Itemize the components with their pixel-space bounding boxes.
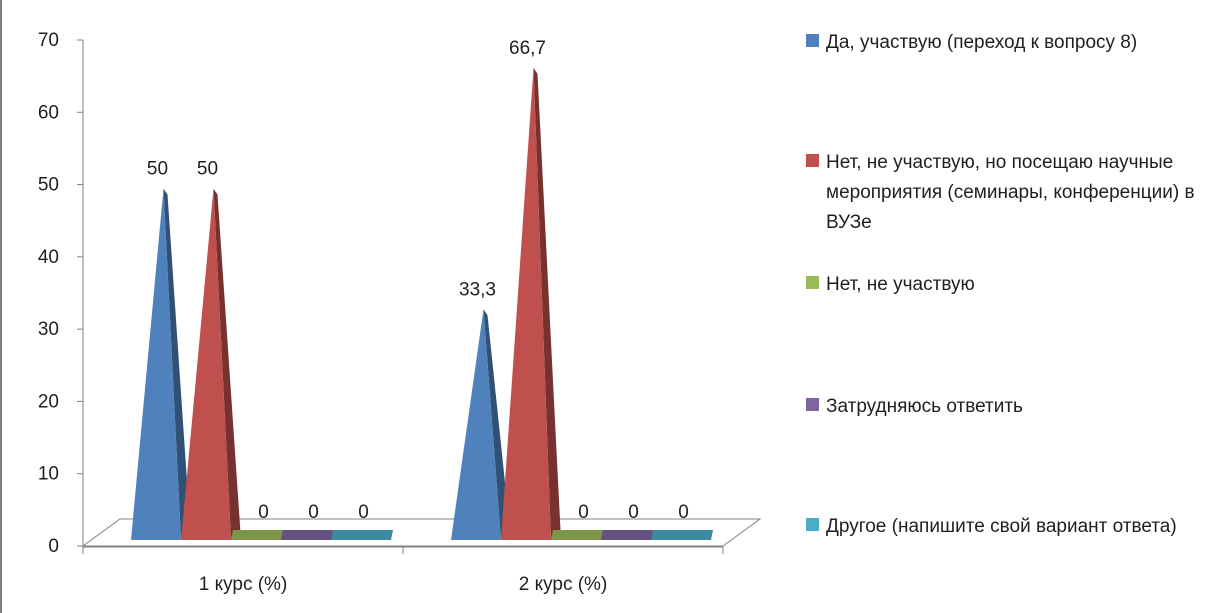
data-label: 0 — [578, 502, 589, 523]
y-tick-label: 0 — [48, 536, 59, 557]
cone-shadow-face — [163, 188, 191, 541]
y-tick-label: 40 — [38, 247, 59, 268]
legend-label-unsure: Затрудняюсь ответить — [826, 396, 1023, 417]
legend-swatch-other — [806, 518, 819, 531]
data-label: 0 — [628, 502, 639, 523]
cone-flat-slab — [601, 530, 663, 540]
data-label: 33,3 — [459, 279, 496, 300]
legend-swatch-attend — [806, 154, 819, 167]
legend-swatch-yes — [806, 34, 819, 47]
chart-floor — [81, 518, 762, 547]
cone-front-face — [131, 188, 181, 541]
axes: 0 10 20 30 40 50 60 70 1 курс (%) 2 курс (%) — [38, 30, 724, 595]
cone-shadow-face — [483, 309, 511, 540]
cone-flat-slab — [281, 530, 343, 540]
data-labels: 50 50 0 0 0 33,3 66,7 0 0 0 — [147, 38, 689, 523]
y-tick-label: 30 — [38, 319, 59, 340]
data-label: 66,7 — [509, 38, 546, 59]
y-tick-label: 60 — [38, 102, 59, 123]
cone-front-face — [501, 67, 551, 541]
y-tick-label: 10 — [38, 464, 59, 485]
data-label: 0 — [678, 502, 689, 523]
legend: Да, участвую (переход к вопросу 8) Нет, … — [806, 0, 1210, 613]
legend-swatch-unsure — [806, 398, 819, 411]
y-tick-label: 50 — [38, 175, 59, 196]
cones — [131, 67, 713, 541]
legend-label-no: Нет, не участвую — [826, 274, 975, 295]
x-category-label: 1 курс (%) — [199, 574, 288, 595]
legend-item-no: Нет, не участвую — [806, 270, 1206, 300]
y-tick-label: 70 — [38, 30, 59, 51]
cone-flat-slab — [231, 530, 293, 540]
legend-item-other: Другое (напишите свой вариант ответа) — [806, 512, 1206, 542]
cone-flat-slab — [331, 530, 393, 540]
cone-flat-slab — [551, 530, 613, 540]
legend-label-other: Другое (напишите свой вариант ответа) — [826, 516, 1177, 537]
cone-front-face — [181, 188, 231, 541]
cone-flat-slab — [651, 530, 713, 540]
legend-item-unsure: Затрудняюсь ответить — [806, 392, 1206, 422]
floor-plane — [81, 518, 762, 547]
cone-shadow-face — [533, 67, 561, 541]
legend-label-attend: Нет, не участвую, но посещаю научные мер… — [826, 152, 1195, 233]
x-category-label: 2 курс (%) — [519, 574, 608, 595]
legend-item-yes: Да, участвую (переход к вопросу 8) — [806, 28, 1206, 58]
data-label: 0 — [258, 502, 269, 523]
legend-item-attend: Нет, не участвую, но посещаю научные мер… — [806, 148, 1206, 238]
left-border — [0, 0, 2, 613]
y-tick-label: 20 — [38, 391, 59, 412]
cone-front-face — [451, 309, 501, 540]
cone-shadow-face — [213, 188, 241, 541]
data-label: 50 — [197, 159, 218, 180]
data-label: 50 — [147, 159, 168, 180]
data-label: 0 — [308, 502, 319, 523]
legend-label-yes: Да, участвую (переход к вопросу 8) — [826, 32, 1138, 53]
data-label: 0 — [358, 502, 369, 523]
legend-swatch-no — [806, 276, 819, 289]
